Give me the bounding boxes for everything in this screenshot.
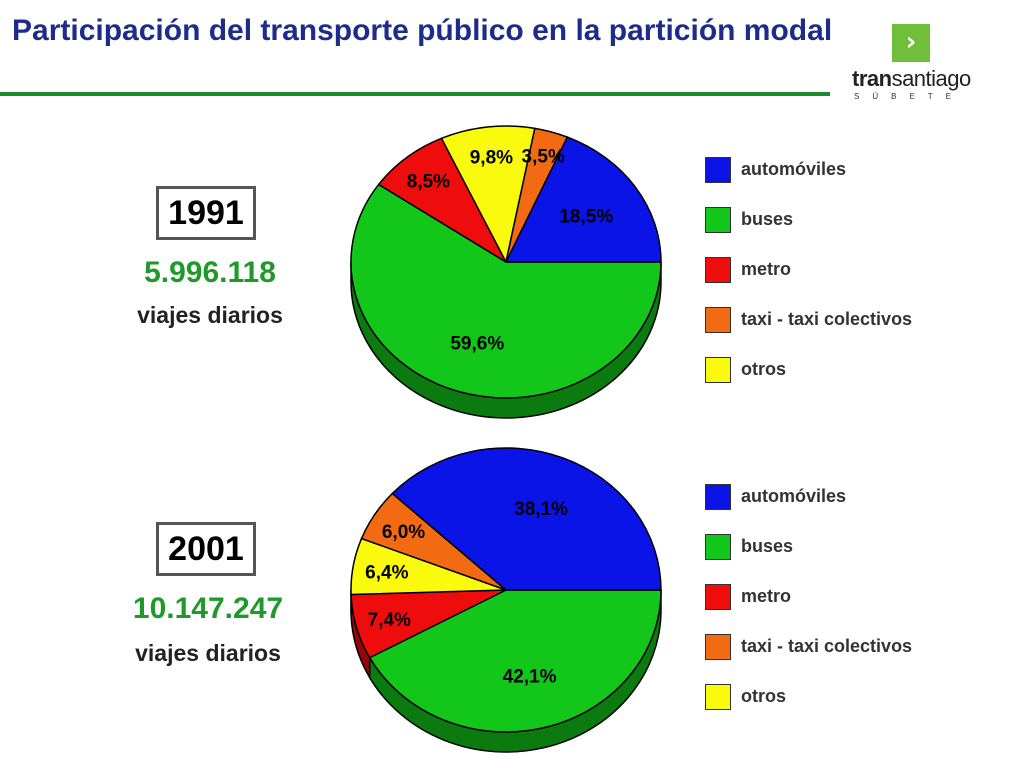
logo-word-rest: santiago bbox=[891, 66, 972, 91]
pie-slice-automoviles bbox=[505, 136, 662, 263]
slice-label-automoviles: 18,5% bbox=[559, 207, 613, 228]
slice-label-automoviles: 38,1% bbox=[514, 499, 568, 520]
slice-label-otros: 6,4% bbox=[365, 562, 408, 583]
legend-swatch-otros bbox=[705, 357, 731, 383]
slice-label-taxi: 3,5% bbox=[522, 146, 565, 167]
legend-swatch-automoviles bbox=[705, 157, 731, 183]
logo-wordmark: transantiago bbox=[852, 66, 971, 92]
legend-swatch-metro bbox=[705, 584, 731, 610]
legend-swatch-buses bbox=[705, 534, 731, 560]
legend-label-automoviles: automóviles bbox=[741, 486, 847, 506]
pie-chart-2001: 42,1% 7,4% 6,4% 6,0% 38,1% bbox=[350, 447, 662, 753]
pie-slice-automoviles bbox=[391, 447, 662, 591]
legend-label-automoviles: automóviles bbox=[741, 159, 847, 179]
slice-label-buses: 42,1% bbox=[503, 666, 557, 687]
legend-label-otros: otros bbox=[741, 686, 786, 706]
legend-swatch-buses bbox=[705, 207, 731, 233]
legend-label-otros: otros bbox=[741, 359, 786, 379]
logo-chevron-icon: › bbox=[892, 24, 930, 62]
pie-chart-1991: 59,6% 8,5% 9,8% 3,5% 18,5% bbox=[350, 125, 662, 419]
legend-swatch-metro bbox=[705, 257, 731, 283]
legend-2001: automóviles buses metro taxi - taxi colecti… bbox=[705, 484, 965, 714]
pie-slice-buses bbox=[368, 589, 662, 733]
trips-label-2001: viajes diarios bbox=[135, 640, 281, 666]
legend-swatch-otros bbox=[705, 684, 731, 710]
legend-label-taxi: taxi - taxi colectivos bbox=[741, 636, 913, 656]
legend-label-metro: metro bbox=[741, 586, 792, 606]
trips-number-1991: 5.996.118 bbox=[144, 256, 276, 289]
logo-word-bold: tran bbox=[852, 66, 892, 91]
pie-slice-otros bbox=[440, 125, 536, 263]
transantiago-logo: › transantiago SÚBETE bbox=[848, 22, 978, 102]
legend-1991: automóviles buses metro taxi - taxi colecti… bbox=[705, 157, 965, 387]
slice-label-otros: 9,8% bbox=[470, 148, 513, 169]
logo-tagline: SÚBETE bbox=[854, 92, 965, 101]
legend-swatch-taxi bbox=[705, 634, 731, 660]
year-box-1991: 1991 bbox=[156, 186, 256, 240]
legend-label-metro: metro bbox=[741, 259, 792, 279]
legend-label-buses: buses bbox=[741, 536, 794, 556]
trips-number-2001: 10.147.247 bbox=[132, 592, 284, 625]
title-underline bbox=[0, 92, 830, 96]
slide-title: Participación del transporte público en … bbox=[12, 14, 833, 47]
slice-label-buses: 59,6% bbox=[450, 333, 504, 354]
pie-slice-buses bbox=[350, 183, 662, 399]
slice-label-metro: 8,5% bbox=[407, 172, 450, 193]
legend-swatch-automoviles bbox=[705, 484, 731, 510]
legend-label-buses: buses bbox=[741, 209, 794, 229]
year-box-2001: 2001 bbox=[156, 522, 256, 576]
trips-label-1991: viajes diarios bbox=[137, 302, 283, 328]
legend-swatch-taxi bbox=[705, 307, 731, 333]
slice-label-taxi: 6,0% bbox=[382, 522, 425, 543]
legend-label-taxi: taxi - taxi colectivos bbox=[741, 309, 913, 329]
slice-label-metro: 7,4% bbox=[368, 610, 411, 631]
